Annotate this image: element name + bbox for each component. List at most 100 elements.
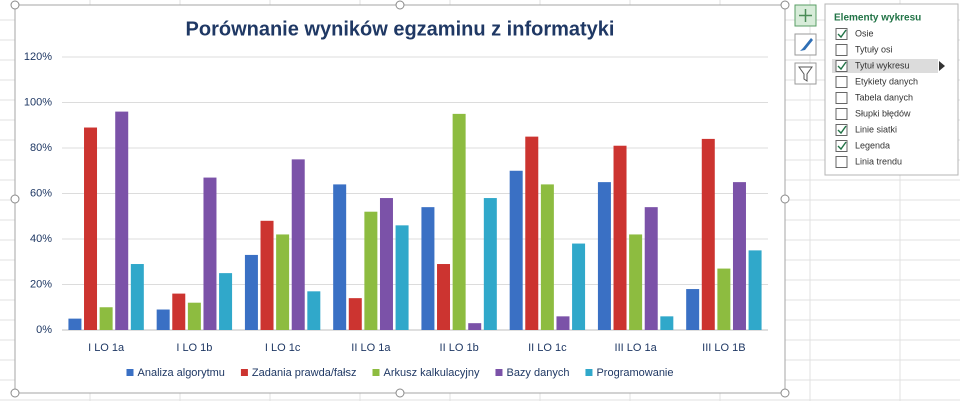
legend-swatch [126, 369, 134, 376]
checkbox[interactable] [835, 44, 848, 56]
chart-styles-button[interactable] [794, 33, 817, 56]
bar [260, 220, 274, 330]
bar [276, 234, 290, 330]
y-tick-label: 20% [30, 278, 52, 290]
x-tick-label: III LO 1B [702, 342, 745, 354]
bar [437, 264, 451, 330]
bar [99, 307, 113, 330]
legend-label: Bazy danych [506, 367, 569, 379]
chart: Porównanie wyników egzaminu z informatyk… [24, 18, 768, 379]
chart-title: Porównanie wyników egzaminu z informatyk… [186, 18, 615, 40]
bar [732, 182, 746, 330]
legend-label: Zadania prawda/fałsz [252, 367, 357, 379]
bar [307, 291, 321, 330]
checkmark [837, 125, 847, 135]
bar [556, 316, 570, 330]
y-tick-label: 120% [24, 51, 52, 63]
y-tick-label: 100% [24, 96, 52, 108]
bar [509, 170, 523, 330]
x-tick-label: II LO 1b [440, 342, 479, 354]
bar [187, 302, 201, 330]
bar [597, 182, 611, 330]
item-label[interactable]: Tytuł wykresu [855, 60, 910, 70]
legend-swatch [585, 369, 593, 376]
x-tick-label: I LO 1c [265, 342, 301, 354]
bar [572, 243, 586, 330]
chart-buttons [794, 4, 817, 85]
bar [379, 198, 393, 330]
y-tick-label: 60% [30, 187, 52, 199]
bar [395, 225, 409, 330]
bar [748, 250, 762, 330]
panel-title: Elementy wykresu [834, 13, 921, 24]
checkmark [837, 141, 847, 151]
bar [333, 184, 347, 330]
bar [130, 264, 144, 330]
x-tick-label: III LO 1a [615, 342, 658, 354]
bar [115, 111, 129, 330]
checkbox[interactable] [835, 108, 848, 120]
checkbox[interactable] [835, 156, 848, 168]
checkbox[interactable] [835, 76, 848, 88]
bar [468, 323, 482, 330]
x-tick-label: I LO 1a [88, 342, 125, 354]
checkmark [837, 61, 847, 71]
x-tick-label: II LO 1a [351, 342, 391, 354]
item-label[interactable]: Słupki błędów [855, 108, 911, 118]
checkbox[interactable] [835, 92, 848, 104]
x-tick-label: I LO 1b [176, 342, 212, 354]
submenu-arrow [939, 61, 945, 71]
checkbox[interactable] [835, 28, 848, 40]
item-label[interactable]: Tytuły osi [855, 44, 893, 54]
legend-label: Arkusz kalkulacyjny [383, 367, 479, 379]
bar [613, 145, 627, 330]
bar [84, 127, 98, 331]
x-tick-label: II LO 1c [528, 342, 567, 354]
bar [483, 198, 497, 330]
checkbox[interactable] [835, 60, 848, 72]
checkbox[interactable] [835, 124, 848, 136]
chart-filter-button[interactable] [794, 62, 817, 85]
item-label[interactable]: Tabela danych [855, 92, 913, 102]
bar [452, 113, 466, 330]
selection-handles [10, 0, 790, 398]
item-label[interactable]: Legenda [855, 140, 890, 150]
bar [717, 268, 731, 330]
bar [540, 184, 554, 330]
legend-swatch [495, 369, 503, 376]
bar [291, 159, 305, 330]
bar [348, 298, 362, 330]
chart-frame[interactable] [14, 4, 786, 394]
bar [203, 177, 217, 330]
bar [525, 136, 539, 330]
legend-label: Analiza algorytmu [137, 367, 224, 379]
legend: Analiza algorytmu Zadania prawda/fałsz Ark… [126, 367, 674, 379]
y-tick-label: 80% [30, 142, 52, 154]
y-tick-label: 40% [30, 233, 52, 245]
bar [686, 289, 700, 330]
legend-swatch [372, 369, 380, 376]
bar [421, 207, 435, 330]
bar [244, 254, 258, 330]
bar [644, 207, 658, 330]
bar [172, 293, 186, 330]
item-label[interactable]: Linie siatki [855, 124, 897, 134]
bar [660, 316, 674, 330]
item-label[interactable]: Linia trendu [855, 156, 902, 166]
bar [68, 318, 82, 330]
item-label[interactable]: Etykiety danych [855, 76, 918, 86]
checkbox[interactable] [835, 140, 848, 152]
checkmark [837, 29, 847, 39]
y-tick-label: 0% [36, 324, 52, 336]
chart-elements-panel: Elementy wykresu Osie Tytuły osi Tytuł wyk… [824, 3, 959, 176]
bar [364, 211, 378, 330]
legend-label: Programowanie [596, 367, 673, 379]
item-label[interactable]: Osie [855, 28, 874, 38]
item-highlight [832, 59, 938, 73]
bar [219, 273, 233, 330]
bar [156, 309, 170, 330]
legend-swatch [240, 369, 248, 376]
bar [701, 138, 715, 330]
bar [629, 234, 643, 330]
